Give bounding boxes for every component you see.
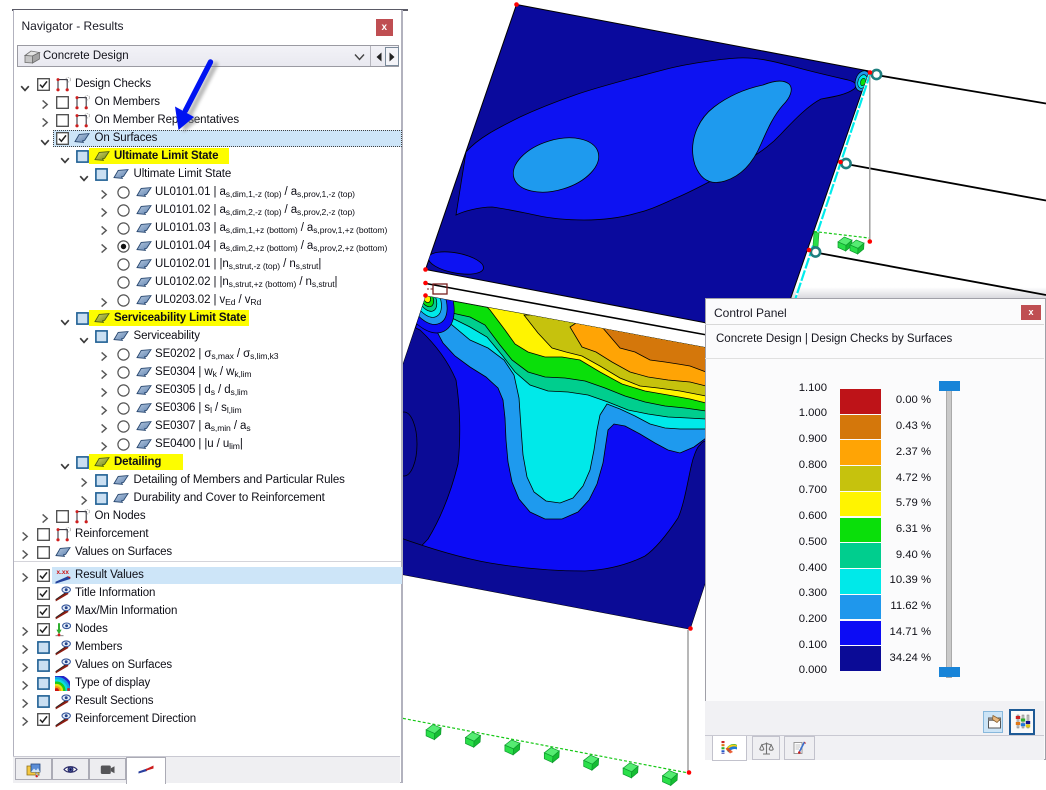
svg-text:x.xx: x.xx — [56, 569, 69, 576]
